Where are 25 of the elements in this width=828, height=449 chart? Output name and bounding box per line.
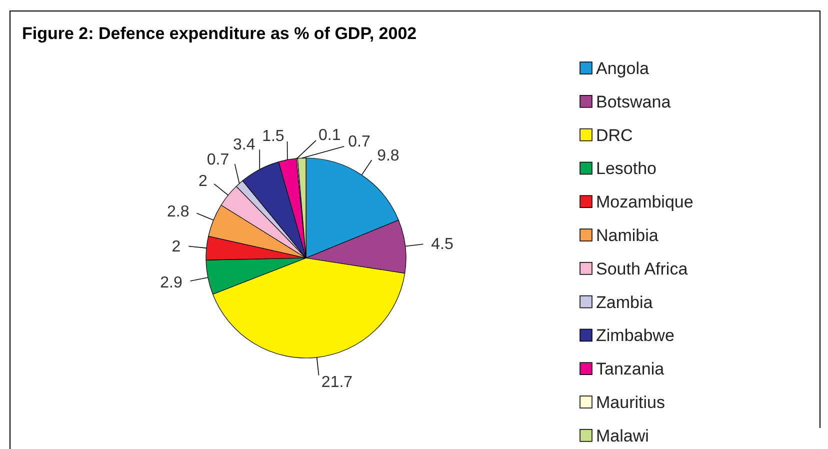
data-label: 3.4: [233, 136, 256, 154]
data-label: 9.8: [377, 148, 400, 165]
data-label: 4.5: [431, 236, 454, 254]
legend-label: Lesotho: [596, 159, 656, 178]
data-label: 1.5: [262, 128, 284, 146]
legend-label: Zambia: [596, 292, 654, 312]
data-label: 0.7: [206, 152, 230, 169]
legend-label: DRC: [596, 126, 633, 145]
legend-label: Mozambique: [596, 192, 694, 212]
chart-title: Figure 2: Defence expenditure as % of GDP, 2002: [22, 24, 417, 43]
legend-label: Botswana: [596, 92, 672, 112]
legend-label: South Africa: [596, 259, 688, 278]
data-label: 0.1: [318, 127, 341, 144]
data-label: 2: [172, 238, 181, 256]
data-label: 2.9: [160, 274, 182, 292]
legend-label: Mauritius: [596, 392, 665, 412]
legend-label: Zimbabwe: [596, 326, 674, 346]
legend-label: Malawi: [596, 426, 649, 446]
data-label: 2: [198, 172, 208, 190]
legend-label: Angola: [596, 58, 650, 78]
data-label: 21.7: [321, 374, 353, 391]
data-label: 2.8: [167, 204, 190, 221]
legend-label: Tanzania: [596, 360, 665, 379]
data-label: 0.7: [348, 133, 370, 150]
legend-label: Namibia: [596, 226, 659, 245]
